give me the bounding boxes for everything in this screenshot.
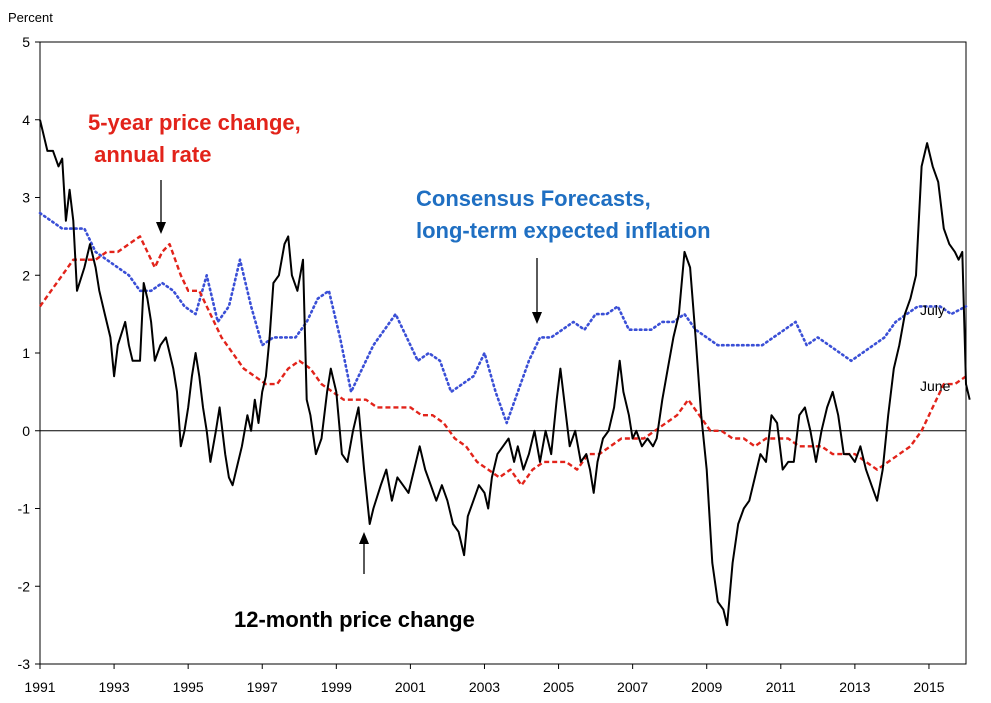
x-tick-label: 1991: [24, 679, 55, 695]
x-tick-label: 1993: [99, 679, 130, 695]
y-tick-label: 2: [22, 267, 30, 283]
y-tick-label: -1: [18, 501, 31, 517]
series-layer: [38, 119, 971, 627]
x-tick-label: 1999: [321, 679, 352, 695]
x-tick-label: 2005: [543, 679, 574, 695]
x-tick-label: 2007: [617, 679, 648, 695]
annotation-five-year: 5-year price change, annual rate: [88, 110, 301, 234]
x-tick-label: 2003: [469, 679, 500, 695]
x-tick-label: 2011: [766, 679, 796, 695]
x-tick-label: 1997: [247, 679, 278, 695]
series-line-twelve-month: [39, 119, 971, 627]
y-tick-label: 0: [22, 423, 30, 439]
annotation-five-year-line1: 5-year price change,: [88, 110, 301, 135]
annotation-twelve-month-label: 12-month price change: [234, 607, 475, 632]
x-tick-label: 1995: [173, 679, 204, 695]
annotation-consensus-line2: long-term expected inflation: [416, 218, 711, 243]
y-unit-label: Percent: [8, 10, 53, 25]
series-line-consensus: [38, 211, 968, 425]
annotation-five-year-arrowhead: [156, 222, 166, 234]
annotation-twelve-month-arrowhead: [359, 532, 369, 544]
annotation-twelve-month: 12-month price change: [234, 532, 475, 632]
annotation-consensus-arrowhead: [532, 312, 542, 324]
y-tick-label: 1: [22, 345, 30, 361]
annotation-consensus-line1: Consensus Forecasts,: [416, 186, 651, 211]
x-tick-label: 2013: [839, 679, 870, 695]
x-tick-label: 2009: [691, 679, 722, 695]
annotation-five-year-line2: annual rate: [88, 142, 211, 167]
july-label: July: [920, 302, 945, 318]
plot-frame: [39, 41, 967, 665]
y-tick-label: -2: [18, 578, 31, 594]
y-tick-label: 4: [22, 112, 30, 128]
june-label: June: [920, 378, 951, 394]
x-tick-label: 2001: [395, 679, 426, 695]
annotation-consensus: Consensus Forecasts, long-term expected …: [416, 186, 711, 324]
y-tick-label: 3: [22, 190, 30, 206]
series-line-five-year: [39, 235, 967, 487]
y-tick-label: -3: [18, 656, 31, 672]
y-tick-label: 5: [22, 34, 30, 50]
y-axis: 5 4 3 2 1 0 -1 -2 -3: [18, 34, 40, 672]
x-axis: 1991 1993 1995 1997 1999 2001 2003 2005 2007 2009…: [24, 664, 945, 695]
x-tick-label: 2015: [913, 679, 944, 695]
